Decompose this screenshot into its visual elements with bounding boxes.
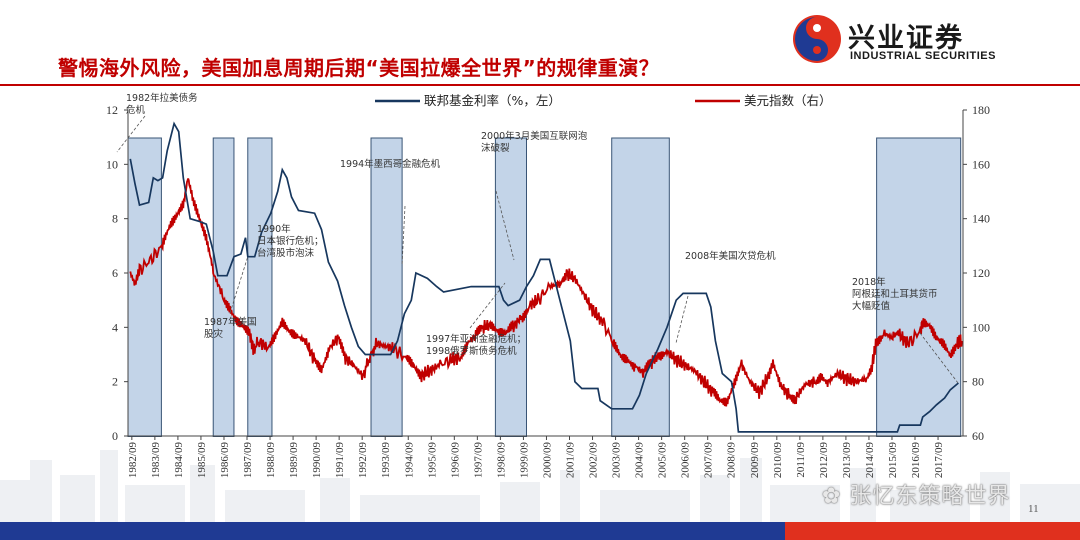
annotation-4-line: 1994年墨西哥金融危机 xyxy=(340,158,441,170)
x-tick-label: 1984/09 xyxy=(173,442,185,479)
x-tick-label: 1989/09 xyxy=(288,442,300,479)
annotation-5-leader xyxy=(469,282,506,329)
watermark-text: 张忆东策略世界 xyxy=(849,484,1011,509)
x-tick-label: 2013/09 xyxy=(841,442,853,479)
annotation-1-leader xyxy=(116,115,146,153)
x-tick-label: 2016/09 xyxy=(910,442,922,479)
x-tick-label: 2005/09 xyxy=(657,442,669,479)
x-tick-label: 2000/09 xyxy=(541,442,553,479)
shaded-period-2 xyxy=(212,137,235,437)
logo-chinese-text: 兴业证券 xyxy=(848,23,964,54)
x-tick-label: 2010/09 xyxy=(772,442,784,479)
x-tick-label: 2002/09 xyxy=(588,442,600,479)
series-line-dxy xyxy=(129,178,963,407)
right-tick-label: 140 xyxy=(972,212,990,226)
x-tick-label: 1990/09 xyxy=(311,442,323,479)
x-tick-label: 1999/09 xyxy=(518,442,530,479)
annotation-2-line: 股灾 xyxy=(204,328,224,340)
series-line-fed-funds xyxy=(129,121,959,433)
annotation-7-line: 2008年美国次贷危机 xyxy=(685,250,776,262)
skyline-decoration xyxy=(0,450,1080,522)
x-tick-label: 1982/09 xyxy=(127,442,139,479)
logo-mark-icon xyxy=(793,15,841,63)
x-tick-label: 2003/09 xyxy=(611,442,623,479)
x-tick-label: 2017/09 xyxy=(933,442,945,479)
wechat-watermark: ✿ 张忆东策略世界 xyxy=(822,478,1010,510)
x-tick-label: 2014/09 xyxy=(864,442,876,479)
annotation-5-line: 1998俄罗斯债务危机 xyxy=(426,345,517,357)
x-tick-label: 1987/09 xyxy=(242,442,254,479)
x-tick-label: 1985/09 xyxy=(196,442,208,479)
annotation-6-line: 2000年3月美国互联网泡 xyxy=(481,130,588,142)
logo-english-text: INDUSTRIAL SECURITIES xyxy=(850,50,996,62)
left-tick-label: 2 xyxy=(112,375,118,389)
x-tick-label: 1993/09 xyxy=(380,442,392,479)
left-tick-label: 12 xyxy=(106,103,118,117)
fed-rate-dxy-chart: 0 2 4 6 8 10 12 60 80 100 120 140 160 180 1982/09 1983/… xyxy=(106,92,990,479)
right-tick-label: 80 xyxy=(972,375,984,389)
x-tick-label: 1992/09 xyxy=(357,442,369,479)
annotation-6-line: 沫破裂 xyxy=(481,142,510,154)
x-tick-label: 1997/09 xyxy=(472,442,484,479)
footer-bar-red xyxy=(785,522,1080,540)
x-tick-label: 2012/09 xyxy=(818,442,830,479)
annotation-3-line: 1990年 xyxy=(257,223,291,235)
left-tick-label: 10 xyxy=(106,157,118,171)
left-tick-label: 6 xyxy=(112,266,118,280)
right-tick-label: 120 xyxy=(972,266,990,280)
x-tick-label: 1991/09 xyxy=(334,442,346,479)
shaded-period-3 xyxy=(247,137,273,437)
x-tick-label: 2009/09 xyxy=(749,442,761,479)
left-tick-label: 0 xyxy=(112,429,118,443)
shaded-period-6 xyxy=(611,137,670,437)
title-divider xyxy=(0,84,1080,86)
annotation-8-line: 2018年 xyxy=(852,276,886,288)
annotation-8-line: 阿根廷和土耳其货币 xyxy=(852,288,938,300)
x-tick-label: 1994/09 xyxy=(403,442,415,479)
annotation-6-leader xyxy=(495,190,515,261)
right-tick-label: 60 xyxy=(972,429,984,443)
annotation-8-line: 大幅贬值 xyxy=(852,300,891,312)
x-tick-label: 2007/09 xyxy=(703,442,715,479)
annotation-3-line: 台湾股市泡沫 xyxy=(257,247,315,259)
legend-label-dxy: 美元指数（右） xyxy=(744,93,832,108)
left-tick-label: 4 xyxy=(112,320,118,334)
x-tick-label: 2008/09 xyxy=(726,442,738,479)
x-tick-label: 1998/09 xyxy=(495,442,507,479)
annotation-1-line: 1982年拉美债务 xyxy=(126,92,198,104)
annotation-5-line: 1997年亚洲金融危机； xyxy=(426,333,526,345)
shaded-period-7 xyxy=(876,137,962,437)
legend-label-fed: 联邦基金利率（%，左） xyxy=(424,93,561,108)
x-tick-label: 2011/09 xyxy=(795,442,807,478)
annotation-4-leader xyxy=(401,205,406,267)
right-tick-label: 100 xyxy=(972,320,990,334)
wechat-icon: ✿ xyxy=(822,484,842,509)
left-tick-label: 8 xyxy=(112,212,118,226)
annotation-2-line: 1987年美国 xyxy=(204,316,257,328)
x-tick-label: 1983/09 xyxy=(150,442,162,479)
x-tick-label: 2006/09 xyxy=(680,442,692,479)
annotation-3-line: 日本银行危机； xyxy=(257,235,324,247)
x-tick-label: 1986/09 xyxy=(219,442,231,479)
x-tick-label: 1996/09 xyxy=(449,442,461,479)
x-tick-label: 2004/09 xyxy=(634,442,646,479)
x-tick-label: 1995/09 xyxy=(426,442,438,479)
annotation-7-leader xyxy=(675,295,689,344)
annotation-8-leader xyxy=(919,332,959,384)
slide-title: 警惕海外风险，美国加息周期后期“美国拉爆全世界”的规律重演？ xyxy=(58,56,660,80)
shaded-period-5 xyxy=(494,137,527,437)
right-tick-label: 180 xyxy=(972,103,990,117)
annotation-1-line: 危机 xyxy=(126,104,146,116)
shaded-period-1 xyxy=(127,137,162,437)
x-tick-label: 2015/09 xyxy=(887,442,899,479)
x-tick-label: 2001/09 xyxy=(564,442,576,479)
company-logo: 兴业证券 INDUSTRIAL SECURITIES xyxy=(792,14,1002,70)
page-number: 11 xyxy=(1028,503,1039,515)
right-tick-label: 160 xyxy=(972,157,990,171)
x-tick-label: 1988/09 xyxy=(265,442,277,479)
shaded-period-4 xyxy=(370,137,403,437)
